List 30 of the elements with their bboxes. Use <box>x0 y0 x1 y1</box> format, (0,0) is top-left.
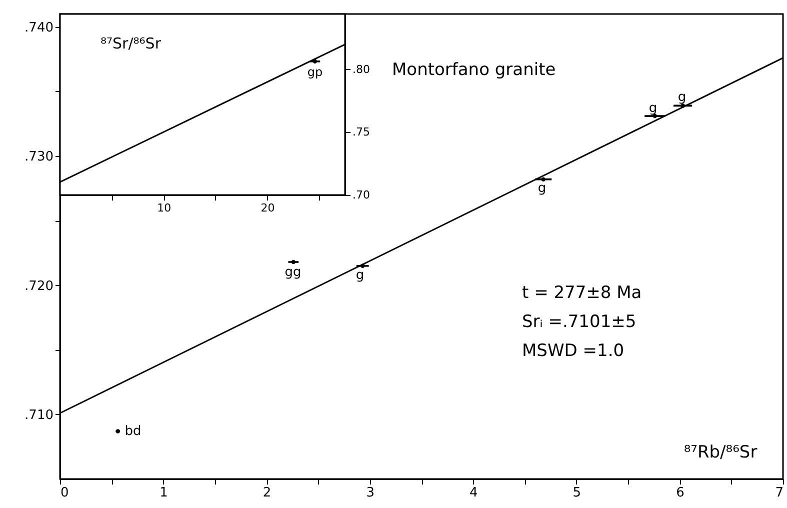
x-tick-label: 4 <box>470 486 478 500</box>
annotation: g <box>538 181 546 196</box>
annotation: g <box>356 268 364 283</box>
y-tick-label: .75 <box>352 126 370 139</box>
x-tick-label: 1 <box>160 486 168 500</box>
y-tick-label: .70 <box>352 188 370 202</box>
x-tick-label: 7 <box>775 486 784 500</box>
annotation: gp <box>307 65 323 79</box>
y-tick-label: .80 <box>352 62 370 76</box>
x-tick-label: 5 <box>572 486 582 500</box>
annotation: g <box>648 101 658 116</box>
annotation: g <box>678 90 686 105</box>
x-tick-label: 10 <box>157 202 172 214</box>
y-tick-label: .740 <box>24 20 54 36</box>
annotation: bd <box>124 424 142 439</box>
annotation: MSWD =1.0 <box>522 341 624 361</box>
x-tick-label: 0 <box>60 486 69 500</box>
y-tick-label: .720 <box>24 278 54 294</box>
x-axis-title: ⁸⁷Rb/⁸⁶Sr <box>684 442 758 462</box>
y-axis-title: ⁸⁷Sr/⁸⁶Sr <box>100 34 162 52</box>
y-tick-label: .710 <box>24 408 54 423</box>
x-tick-label: 20 <box>260 202 275 214</box>
x-tick-label: 2 <box>262 486 272 500</box>
annotation: gg <box>284 265 302 280</box>
annotation: t = 277±8 Ma <box>522 283 642 303</box>
x-tick-label: 6 <box>676 486 684 500</box>
x-tick-label: 3 <box>366 486 374 500</box>
y-tick-label: .730 <box>24 150 54 165</box>
annotation: Srᵢ =.7101±5 <box>522 312 636 332</box>
text: Montorfano granite <box>392 60 556 80</box>
